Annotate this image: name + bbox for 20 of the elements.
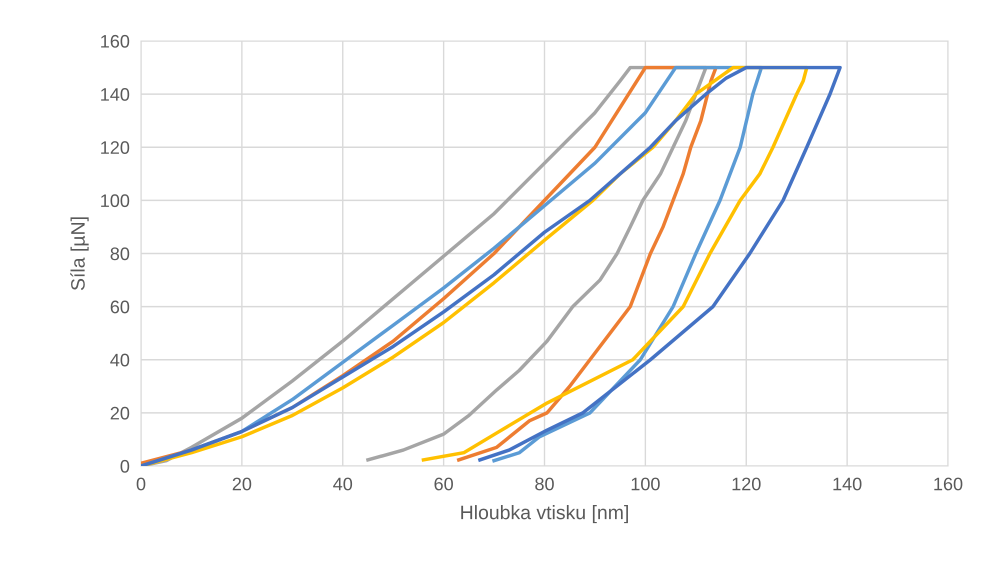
y-tick-label: 0 [120, 460, 130, 473]
x-tick-label: 140 [833, 478, 862, 490]
y-tick-label: 60 [110, 300, 130, 314]
x-tick-label: 120 [732, 478, 761, 490]
x-tick-label: 40 [333, 478, 352, 490]
y-tick-label: 20 [110, 406, 130, 420]
x-tick-label: 0 [136, 478, 146, 490]
y-tick-label: 80 [110, 247, 130, 260]
y-tick-label: 160 [101, 34, 130, 48]
y-tick-label: 40 [110, 354, 130, 366]
y-tick-label: 140 [101, 88, 130, 101]
x-tick-label: 20 [232, 478, 252, 490]
x-tick-label: 60 [434, 478, 453, 490]
x-tick-label: 160 [934, 478, 962, 490]
y-tick-label: 120 [101, 141, 130, 154]
x-tick-label: 100 [632, 478, 660, 490]
x-tick-label: 80 [535, 478, 554, 490]
x-axis-title: Hloubka vtisku [nm] [461, 505, 628, 524]
y-axis-title: Síla [µN] [70, 217, 89, 290]
y-tick-label: 100 [101, 194, 130, 208]
